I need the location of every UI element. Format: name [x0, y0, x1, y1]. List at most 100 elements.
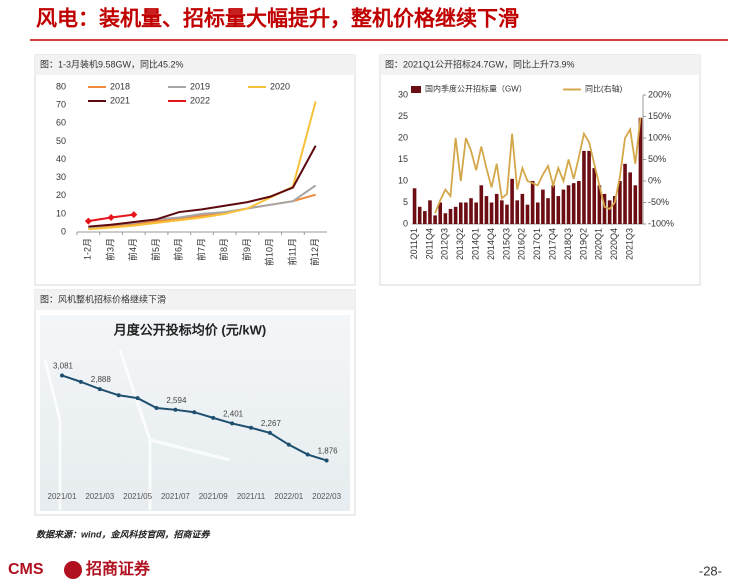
point-marker — [173, 407, 178, 412]
y-tick-label: 60 — [56, 118, 66, 128]
bar — [417, 206, 422, 224]
point-marker — [286, 442, 291, 447]
bar — [566, 185, 571, 224]
point-marker — [60, 373, 64, 378]
x-tick-label: 2014Q1 — [471, 228, 481, 260]
y-tick-label: 25 — [398, 111, 408, 121]
bar — [505, 204, 509, 224]
bar — [458, 202, 463, 224]
bar — [577, 181, 581, 224]
x-tick-label: 2017Q1 — [532, 228, 542, 260]
y2-tick-label: -50% — [648, 197, 669, 207]
x-tick-label: 2014Q4 — [486, 228, 496, 260]
y-tick-label: 80 — [56, 81, 66, 91]
x-tick-label: 2021/03 — [85, 492, 114, 501]
x-tick-label: 2012Q3 — [440, 228, 450, 260]
y2-tick-label: 100% — [648, 132, 671, 142]
bar — [510, 178, 514, 224]
data-label: 2,594 — [166, 396, 187, 405]
x-tick-label: 前5月 — [150, 238, 161, 261]
y2-tick-label: -100% — [648, 218, 674, 228]
bar — [479, 185, 484, 224]
legend-label: 国内季度公开招标量（GW） — [425, 84, 527, 94]
x-tick-label: 前9月 — [241, 238, 252, 261]
x-tick-label: 2021/09 — [199, 492, 228, 501]
point-marker — [230, 421, 235, 426]
point-marker — [135, 396, 140, 401]
bar — [469, 198, 473, 224]
bar — [623, 163, 627, 224]
logo: CMS — [8, 561, 44, 578]
y-tick-label: 0 — [403, 218, 408, 228]
x-tick-label: 2021/07 — [161, 492, 190, 501]
x-tick-label: 前3月 — [104, 238, 115, 261]
x-tick-label: 前6月 — [173, 238, 184, 261]
point-marker — [192, 410, 197, 415]
x-tick-label: 2011Q4 — [424, 228, 434, 259]
y2-tick-label: 0% — [648, 175, 661, 185]
point-marker — [97, 387, 102, 392]
caption-bg — [35, 290, 355, 310]
legend-label: 2020 — [270, 81, 290, 91]
bar — [592, 168, 597, 224]
bar — [561, 189, 566, 224]
y-tick-label: 20 — [56, 190, 66, 200]
bar — [587, 150, 591, 224]
caption: 图：风机整机招标价格继续下滑 — [40, 293, 166, 304]
y2-tick-label: 50% — [648, 154, 666, 164]
page-number: -28- — [699, 563, 722, 578]
point-marker — [154, 405, 159, 410]
bar — [520, 193, 525, 224]
data-label: 3,081 — [53, 362, 74, 371]
point-marker — [211, 415, 216, 420]
legend-label: 同比(右轴) — [585, 84, 623, 94]
bar — [530, 181, 535, 224]
bar — [494, 193, 499, 224]
bar — [474, 202, 478, 224]
bar — [633, 185, 638, 224]
bar — [489, 202, 494, 224]
x-tick-label: 2015Q3 — [501, 228, 511, 260]
bar — [438, 202, 443, 224]
bar — [453, 206, 458, 224]
x-tick-label: 2016Q2 — [517, 228, 527, 260]
y-tick-label: 70 — [56, 100, 66, 110]
bar — [602, 193, 607, 224]
x-tick-label: 前8月 — [218, 238, 229, 261]
x-tick-label: 2022/03 — [312, 492, 341, 501]
caption: 图：2021Q1公开招标24.7GW，同比上升73.9% — [385, 58, 575, 69]
series-line — [88, 145, 317, 228]
bar — [448, 208, 453, 224]
y-tick-label: 50 — [56, 136, 66, 146]
x-tick-label: 2017Q4 — [548, 228, 558, 260]
x-tick-label: 2011Q1 — [409, 228, 419, 259]
y-tick-label: 20 — [398, 132, 408, 142]
point-marker — [84, 217, 92, 225]
bar — [525, 204, 530, 224]
x-tick-label: 前10月 — [264, 238, 275, 266]
bar — [556, 196, 561, 224]
y-tick-label: 30 — [56, 172, 66, 182]
bar — [618, 181, 622, 224]
bar — [628, 172, 632, 224]
bar — [571, 183, 576, 224]
y-tick-label: 30 — [398, 89, 408, 99]
source: 数据来源：wind，金风科技官网，招商证券 — [36, 529, 210, 539]
point-marker — [107, 214, 115, 221]
bar — [443, 213, 448, 224]
x-tick-label: 2021/05 — [123, 492, 152, 501]
bar — [412, 188, 417, 224]
data-label: 1,876 — [318, 447, 339, 456]
x-tick-label: 2021Q3 — [625, 228, 635, 260]
legend-swatch — [411, 86, 421, 93]
x-tick-label: 前7月 — [195, 238, 206, 261]
y-tick-label: 10 — [56, 208, 66, 218]
bar — [551, 185, 555, 224]
legend-label: 2021 — [110, 95, 130, 105]
bar — [597, 185, 602, 224]
x-tick-label: 前12月 — [309, 238, 320, 266]
bar — [535, 202, 540, 224]
chart-title: 月度公开投标均价 (元/kW) — [113, 322, 266, 337]
series-line — [434, 117, 642, 214]
